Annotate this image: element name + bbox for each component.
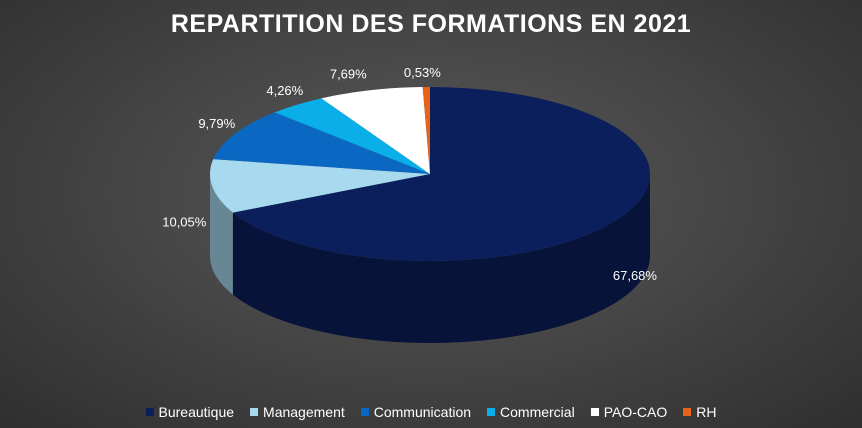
data-label-management: 10,05% [162,215,207,230]
pie-side-management [210,174,233,295]
pie-side-bureautique [232,174,651,343]
legend-item-pao-cao: PAO-CAO [590,404,668,420]
legend-label-management: Management [263,404,345,420]
pie-slice-management [210,159,430,213]
data-label-rh: 0,53% [404,65,441,80]
legend-swatch-commercial [487,408,496,416]
data-label-bureautique: 67,68% [613,268,658,283]
legend-label-bureautique: Bureautique [158,404,235,420]
legend-swatch-rh [683,408,692,416]
legend-swatch-communication [360,408,369,416]
data-label-communication: 9,79% [198,116,235,131]
legend-item-communication: Communication [360,404,472,420]
legend-label-pao-cao: PAO-CAO [603,404,668,420]
legend-label-rh: RH [696,404,717,420]
data-label-commercial: 4,26% [266,83,303,98]
pie-slice-commercial [274,98,430,174]
legend-swatch-pao-cao [590,408,599,416]
chart-legend: Bureautique Management Communication Com… [0,404,862,420]
legend-item-rh: RH [683,404,716,420]
legend-swatch-bureautique [145,408,154,416]
legend-label-commercial: Commercial [500,404,575,420]
data-label-pao-cao: 7,69% [330,66,367,81]
pie-slice-pao-cao [321,87,430,174]
legend-item-commercial: Commercial [487,404,575,420]
pie-slice-communication [213,112,430,174]
legend-swatch-management [250,408,259,416]
legend-item-management: Management [250,404,345,420]
legend-item-bureautique: Bureautique [145,404,235,420]
pie-slice-bureautique [232,87,650,261]
chart-title: REPARTITION DES FORMATIONS EN 2021 [170,10,692,38]
pie-slice-rh [422,87,430,174]
legend-label-communication: Communication [373,404,472,420]
